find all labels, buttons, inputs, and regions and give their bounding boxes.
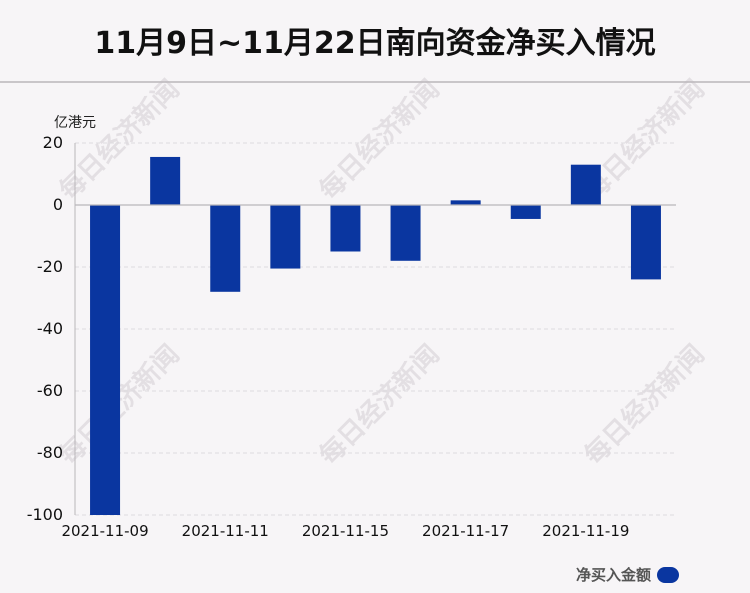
- y-tick-label: -40: [37, 319, 63, 338]
- legend-label: 净买入金额: [576, 566, 652, 584]
- bar: [210, 205, 241, 292]
- bar: [270, 205, 301, 269]
- y-tick-label: -80: [37, 443, 63, 462]
- title-divider: [0, 81, 750, 83]
- x-tick-label: 2021-11-17: [422, 522, 509, 540]
- y-tick-label: -100: [27, 505, 63, 524]
- y-tick-label: 20: [43, 133, 63, 152]
- legend-swatch: [657, 566, 680, 583]
- y-axis-unit-label: 亿港元: [54, 115, 96, 131]
- bar: [450, 200, 481, 205]
- chart-title: 11月9日~11月22日南向资金净买入情况: [94, 26, 656, 61]
- bar: [630, 205, 661, 280]
- bar: [330, 205, 361, 252]
- y-tick-label: 0: [53, 195, 63, 214]
- y-tick-label: -60: [37, 381, 63, 400]
- bar: [390, 205, 421, 261]
- bar: [510, 205, 541, 219]
- bar: [90, 205, 121, 515]
- y-tick-label: -20: [37, 257, 63, 276]
- legend: 净买入金额: [576, 564, 680, 585]
- bar: [150, 156, 181, 205]
- bar: [570, 164, 601, 205]
- x-tick-label: 2021-11-19: [542, 522, 629, 540]
- x-tick-label: 2021-11-11: [182, 522, 269, 540]
- x-tick-label: 2021-11-15: [302, 522, 389, 540]
- x-tick-label: 2021-11-09: [61, 522, 148, 540]
